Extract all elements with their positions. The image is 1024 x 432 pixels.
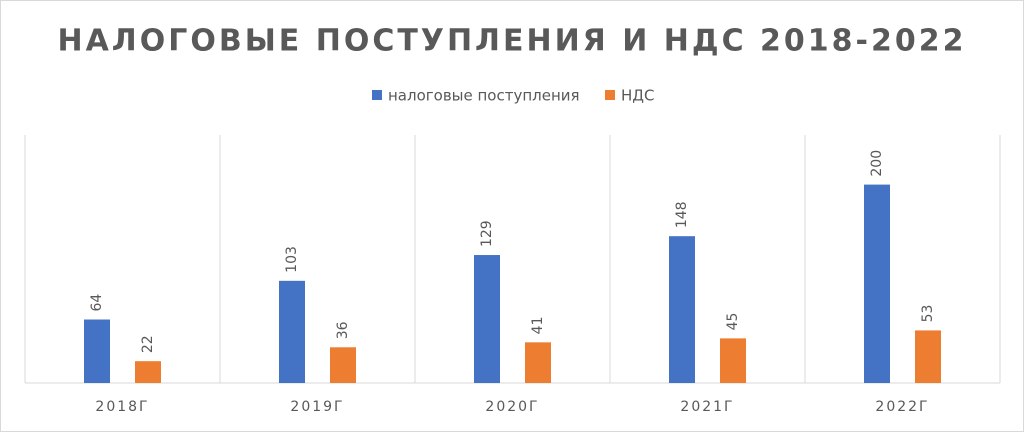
value-label: 22	[140, 335, 156, 353]
value-label: 148	[674, 201, 690, 228]
value-label: 129	[479, 220, 495, 247]
x-tick-label: 2020Г	[485, 399, 539, 415]
bar	[669, 236, 695, 383]
value-label: 200	[869, 150, 885, 177]
value-label: 103	[284, 246, 300, 273]
x-tick-label: 2021Г	[680, 399, 734, 415]
bar	[279, 280, 305, 383]
bar	[915, 330, 941, 383]
bar	[525, 342, 551, 383]
value-label: 45	[725, 313, 741, 331]
bar	[720, 338, 746, 383]
chart-title: НАЛОГОВЫЕ ПОСТУПЛЕНИЯ И НДС 2018-2022	[57, 24, 966, 59]
value-label: 41	[530, 316, 546, 334]
bar	[135, 361, 161, 383]
value-label: 53	[920, 305, 936, 323]
legend-label: налоговые поступления	[388, 87, 580, 105]
value-label: 64	[89, 294, 105, 312]
legend-swatch	[372, 90, 382, 100]
legend-swatch	[605, 90, 615, 100]
x-tick-label: 2019Г	[290, 399, 344, 415]
x-tick-label: 2022Г	[875, 399, 929, 415]
legend-label: НДС	[621, 87, 654, 105]
value-label: 36	[335, 321, 351, 339]
bar	[474, 255, 500, 383]
bar	[864, 184, 890, 383]
bar	[330, 347, 356, 383]
bar	[84, 319, 110, 383]
x-tick-label: 2018Г	[95, 399, 149, 415]
